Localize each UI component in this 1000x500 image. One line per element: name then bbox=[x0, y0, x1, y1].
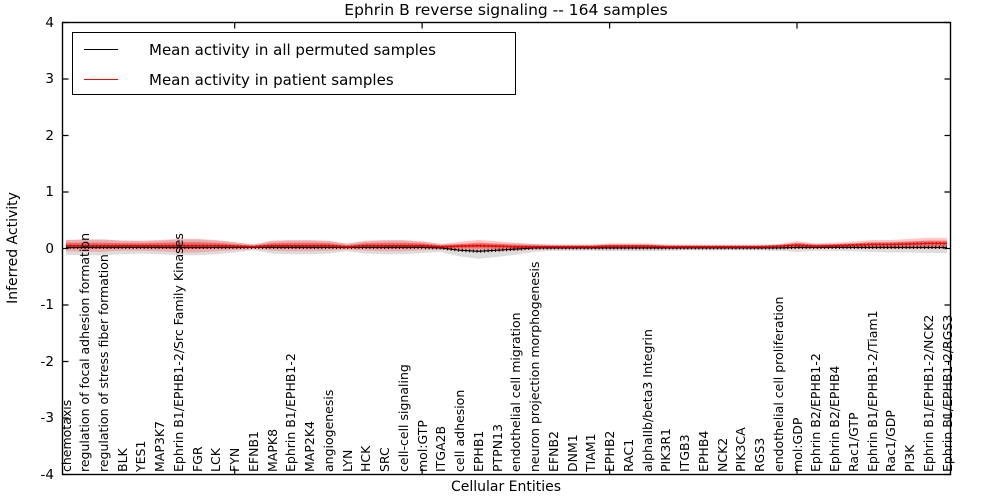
x-tick-label: Rac1/GDP bbox=[883, 410, 899, 472]
y-tick-label: 1 bbox=[45, 184, 54, 200]
x-tick-label: regulation of focal adhesion formation bbox=[77, 233, 93, 472]
legend-label-permuted: Mean activity in all permuted samples bbox=[149, 41, 436, 59]
x-tick-label: FYN bbox=[227, 447, 243, 472]
x-tick-label: MAP2K4 bbox=[302, 421, 318, 472]
x-tick-label: PIK3R1 bbox=[658, 427, 674, 472]
x-tick-label: Rac1/GTP bbox=[845, 412, 861, 472]
legend-line-permuted bbox=[84, 49, 118, 50]
x-tick-label: DNM1 bbox=[564, 434, 580, 472]
x-tick-label: neuron projection morphogenesis bbox=[527, 261, 543, 472]
x-tick-label: cell-cell signaling bbox=[395, 364, 411, 472]
x-tick-label: PIK3CA bbox=[733, 427, 749, 472]
x-tick-label: ITGA2B bbox=[433, 425, 449, 472]
x-tick-label: FGR bbox=[189, 446, 205, 472]
x-tick-label: Ephrin B1/EPHB1-2/RGS3 bbox=[939, 314, 955, 472]
plot-frame bbox=[61, 21, 952, 476]
y-tick-label: -2 bbox=[40, 353, 54, 370]
legend-line-patient bbox=[84, 79, 118, 80]
x-axis-label: Cellular Entities bbox=[450, 479, 562, 495]
permuted-marker-dashes bbox=[66, 245, 947, 253]
x-tick-label: YES1 bbox=[133, 440, 149, 472]
x-tick-label: LCK bbox=[208, 448, 224, 472]
x-tick-label: EPHB1 bbox=[470, 430, 486, 472]
x-tick-label: RGS3 bbox=[752, 437, 768, 472]
x-tick-label: Ephrin B1/EPHB1-2 bbox=[283, 353, 299, 472]
x-tick-label: EFNB2 bbox=[545, 431, 561, 472]
y-tick-label: 3 bbox=[45, 71, 54, 87]
y-tick-label: 0 bbox=[45, 240, 54, 257]
x-tick-label: endothelial cell proliferation bbox=[770, 296, 786, 472]
x-tick-label: PI3K bbox=[902, 444, 917, 472]
x-tick-label: chemotaxis bbox=[58, 399, 74, 472]
y-tick-label: 4 bbox=[45, 14, 54, 31]
y-tick-label: -1 bbox=[40, 297, 54, 313]
x-tick-label: EPHB4 bbox=[695, 430, 711, 472]
x-tick-label: TIAM1 bbox=[583, 433, 599, 472]
x-tick-label: SRC bbox=[377, 447, 393, 472]
x-tick-label: MAPK8 bbox=[264, 428, 280, 472]
x-tick-label: EFNB1 bbox=[245, 431, 261, 472]
x-tick-label: ITGB3 bbox=[677, 434, 693, 472]
x-tick-label: Ephrin B1/EPHB1-2/Src Family Kinases bbox=[170, 233, 186, 472]
x-tick-label: Ephrin B1/EPHB1-2/Tiam1 bbox=[864, 310, 880, 472]
x-tick-label: cell adhesion bbox=[452, 389, 468, 472]
x-tick-label: LYN bbox=[339, 449, 355, 472]
x-tick-label: PTPN13 bbox=[489, 424, 505, 472]
x-tick-label: mol:GDP bbox=[789, 417, 805, 472]
x-tick-label: Ephrin B2/EPHB4 bbox=[827, 365, 843, 472]
x-tick-label: RAC1 bbox=[620, 438, 636, 472]
x-tick-label: NCK2 bbox=[714, 437, 730, 472]
x-tick-label: EPHB2 bbox=[602, 430, 618, 472]
x-tick-label: Ephrin B1/EPHB1-2/NCK2 bbox=[920, 314, 936, 472]
x-tick-label: alphaIIb/beta3 Integrin bbox=[639, 329, 655, 472]
x-tick-label: endothelial cell migration bbox=[508, 312, 524, 472]
x-tick-label: HCK bbox=[358, 445, 374, 472]
x-tick-label: BLK bbox=[114, 448, 130, 472]
patient-marker-dashes bbox=[66, 242, 947, 249]
legend-label-patient: Mean activity in patient samples bbox=[149, 71, 394, 89]
y-tick-label: -4 bbox=[40, 466, 54, 483]
x-tick-label: MAP3K7 bbox=[152, 421, 168, 472]
y-tick-label: -3 bbox=[40, 410, 54, 426]
chart-title: Ephrin B reverse signaling -- 164 sample… bbox=[344, 1, 668, 19]
x-tick-label: regulation of stress fiber formation bbox=[95, 254, 111, 472]
x-tick-label: mol:GTP bbox=[414, 420, 430, 472]
x-tick-label: angiogenesis bbox=[320, 389, 336, 472]
legend: Mean activity in all permuted samples Me… bbox=[72, 32, 516, 95]
y-tick-label: 2 bbox=[45, 127, 54, 144]
x-tick-label: Ephrin B2/EPHB1-2 bbox=[808, 353, 824, 472]
